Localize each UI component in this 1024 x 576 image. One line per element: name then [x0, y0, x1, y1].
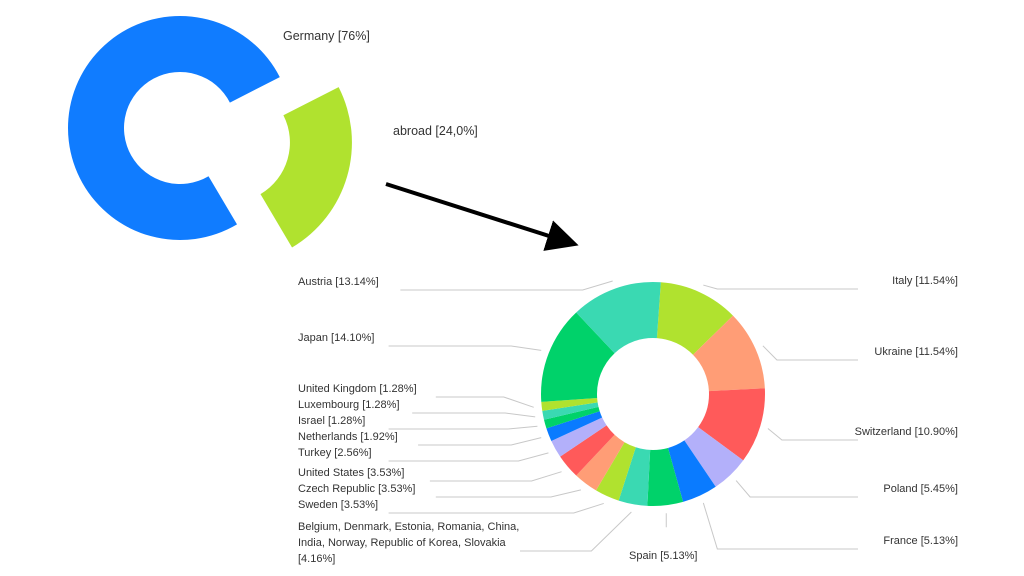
leader-line: [412, 412, 536, 418]
slice-spain: [647, 447, 684, 506]
slice-poland: [684, 427, 744, 487]
slice-belgium: [618, 447, 651, 506]
leader-line: [388, 502, 604, 514]
label-turkey: Turkey [2.56%]: [298, 447, 372, 459]
slice-turkey: [551, 417, 607, 457]
leader-line: [429, 471, 562, 482]
slice-japan: [541, 312, 615, 402]
leader-line: [388, 452, 549, 462]
label-united-kingdom: United Kingdom [1.28%]: [298, 383, 417, 395]
leader-line: [400, 280, 613, 291]
slice-abroad: [260, 87, 352, 248]
slice-united-kingdom: [541, 397, 598, 411]
arrow-icon: [385, 182, 579, 251]
label-luxembourg: Luxembourg [1.28%]: [298, 399, 400, 411]
slice-italy: [656, 282, 733, 355]
label-poland: Poland [5.45%]: [883, 483, 958, 495]
slice-netherlands: [546, 411, 603, 441]
slice-ukraine: [692, 315, 765, 392]
label-ukraine: Ukraine [11.54%]: [874, 346, 958, 358]
leader-lines: [388, 280, 858, 552]
slice-czech-republic: [576, 434, 625, 491]
label-france: France [5.13%]: [883, 535, 958, 547]
label-italy: Italy [11.54%]: [892, 275, 958, 287]
label-germany: Germany [76%]: [283, 29, 370, 43]
slice-austria: [576, 282, 661, 354]
slice-sweden: [596, 442, 636, 501]
overview-donut: [68, 15, 352, 248]
label-japan: Japan [14.10%]: [298, 332, 375, 344]
slice-luxembourg: [542, 402, 599, 420]
label-switzerland: Switzerland [10.90%]: [854, 426, 958, 438]
leader-line: [702, 502, 858, 550]
leader-line: [435, 396, 534, 408]
label-czech-republic: Czech Republic [3.53%]: [298, 483, 416, 495]
leader-line: [735, 480, 858, 498]
label-united-states: United States [3.53%]: [298, 467, 405, 479]
slice-germany: [68, 15, 280, 240]
slice-switzerland: [698, 388, 765, 461]
leader-line: [767, 428, 858, 441]
leader-line: [388, 345, 542, 351]
label-spain: Spain [5.13%]: [629, 550, 698, 562]
leader-line: [435, 489, 582, 498]
label-netherlands: Netherlands [1.92%]: [298, 431, 398, 443]
leader-line: [703, 284, 858, 290]
label-abroad: abroad [24,0%]: [393, 124, 478, 138]
leader-line: [762, 345, 858, 361]
leader-line: [388, 425, 538, 430]
label-sweden: Sweden [3.53%]: [298, 499, 379, 511]
label-israel: Israel [1.28%]: [298, 415, 366, 427]
label-belgium: Belgium, Denmark, Estonia, Romania, Chin…: [298, 521, 520, 565]
label-austria: Austria [13.14%]: [298, 276, 379, 288]
leader-line: [418, 437, 542, 446]
slice-israel: [543, 406, 600, 429]
slice-france: [668, 440, 716, 502]
breakdown-donut: [541, 282, 765, 506]
slice-united-states: [560, 425, 615, 476]
leader-line: [520, 511, 632, 552]
